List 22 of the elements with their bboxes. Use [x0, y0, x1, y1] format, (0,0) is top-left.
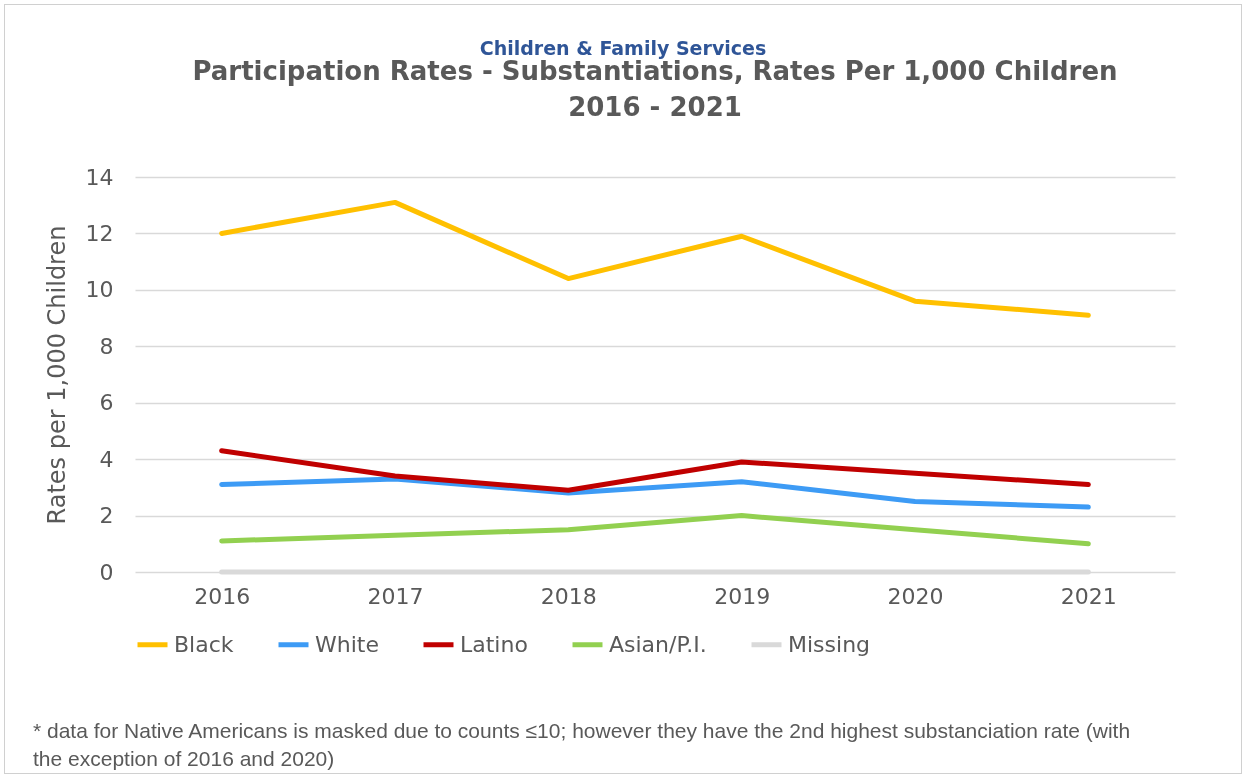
legend-label: Latino: [460, 631, 528, 657]
y-axis-title: Rates per 1,000 Children: [42, 225, 71, 525]
legend-label: Missing: [788, 631, 871, 657]
x-tick-label: 2020: [887, 583, 944, 609]
y-tick-label: 8: [99, 333, 114, 359]
x-tick-label: 2021: [1060, 583, 1117, 609]
y-tick-label: 6: [99, 390, 114, 416]
y-tick-label: 2: [99, 503, 114, 529]
x-tick-label: 2016: [194, 583, 251, 609]
legend-label: Black: [174, 631, 234, 657]
legend-label: Asian/P.I.: [609, 631, 707, 657]
y-tick-label: 0: [99, 559, 114, 585]
y-tick-label: 10: [85, 277, 114, 303]
y-tick-label: 14: [85, 164, 114, 190]
chart-subtitle: Children & Family Services: [478, 37, 768, 59]
x-tick-label: 2019: [714, 583, 771, 609]
legend-label: White: [315, 631, 379, 657]
x-tick-label: 2017: [367, 583, 424, 609]
x-tick-label: 2018: [540, 583, 597, 609]
text: * data for Native Americans is masked due to counts ≤10; however they have the 2nd highest substanciation rate (with the exception of 2016 and 2020): [33, 718, 1132, 772]
y-tick-label: 4: [99, 446, 114, 472]
y-tick-label: 12: [85, 220, 114, 246]
